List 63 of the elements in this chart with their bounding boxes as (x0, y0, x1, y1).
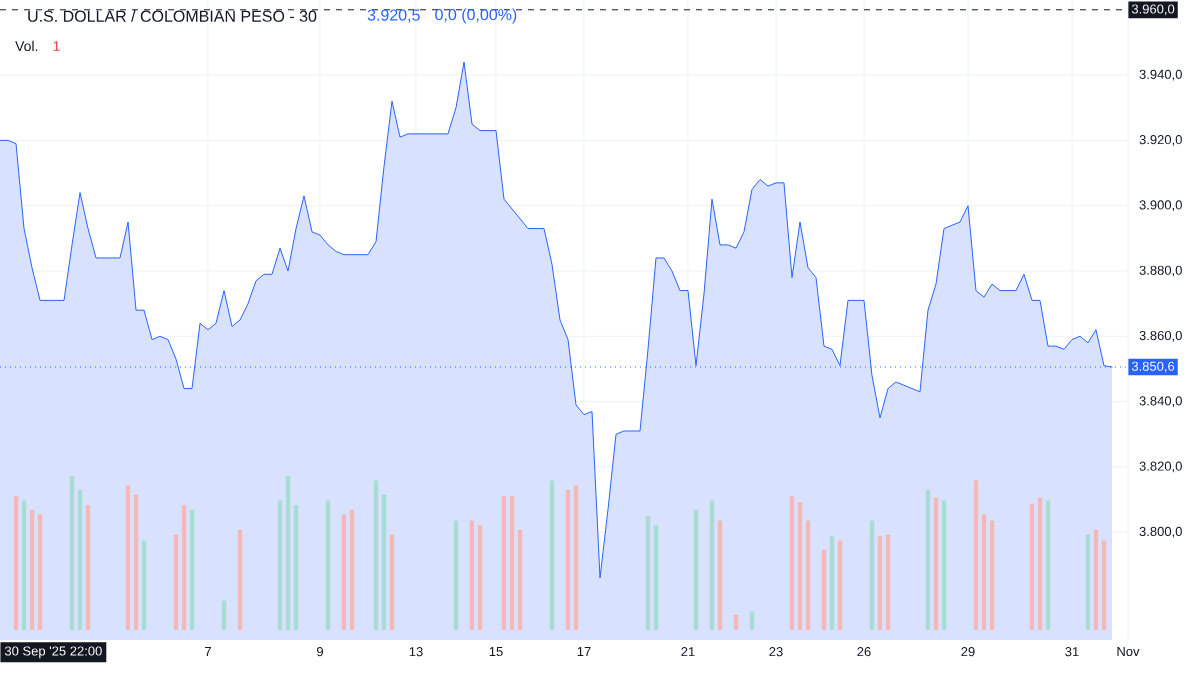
bar (709, 500, 715, 630)
bar (573, 485, 579, 630)
bar (501, 496, 507, 630)
bar (469, 520, 475, 630)
bar (21, 500, 27, 630)
bar (1085, 534, 1091, 630)
bar (237, 529, 243, 630)
bar (869, 520, 875, 630)
bar (509, 496, 515, 630)
bar (277, 500, 283, 630)
bar (189, 509, 195, 630)
bar (125, 485, 131, 630)
bar (1093, 529, 1099, 630)
bar (69, 475, 75, 630)
bar (829, 536, 835, 630)
bar (805, 520, 811, 630)
bar (133, 494, 139, 630)
bar (285, 475, 291, 630)
bar (885, 534, 891, 630)
bar (181, 505, 187, 630)
bar (693, 509, 699, 630)
bar (925, 489, 931, 630)
chart-title: U.S. DOLLAR / COLOMBIAN PESO - 30 (28, 10, 317, 22)
bar (653, 525, 659, 630)
bar (293, 505, 299, 630)
bar (565, 489, 571, 630)
bar (389, 534, 395, 630)
bar (325, 500, 331, 630)
bar (933, 497, 939, 630)
bar (877, 536, 883, 630)
bar (1037, 497, 1043, 630)
bar (1045, 500, 1051, 630)
bar (749, 611, 755, 630)
bar (141, 540, 147, 630)
bar (549, 480, 555, 630)
bar (517, 529, 523, 630)
bar (381, 494, 387, 630)
annotation: 0,0 (0,00%) (435, 8, 517, 24)
bar (13, 496, 19, 630)
bar (989, 520, 995, 630)
bar (85, 505, 91, 630)
bar (981, 514, 987, 630)
bar (645, 516, 651, 630)
bar (837, 540, 843, 630)
bar (1101, 540, 1107, 630)
bar (453, 520, 459, 630)
bar (373, 480, 379, 630)
annotation: 3.920,5 (367, 9, 420, 23)
bar (221, 600, 227, 630)
bar (349, 509, 355, 630)
bar (341, 514, 347, 630)
bar (789, 496, 795, 630)
bar (717, 520, 723, 630)
bar (477, 525, 483, 630)
bar (37, 514, 43, 630)
bar (821, 549, 827, 630)
bar (797, 502, 803, 630)
bar (973, 480, 979, 630)
bar (77, 489, 83, 630)
bar (173, 534, 179, 630)
bar (941, 500, 947, 630)
bar (29, 509, 35, 630)
bar (1029, 503, 1035, 630)
